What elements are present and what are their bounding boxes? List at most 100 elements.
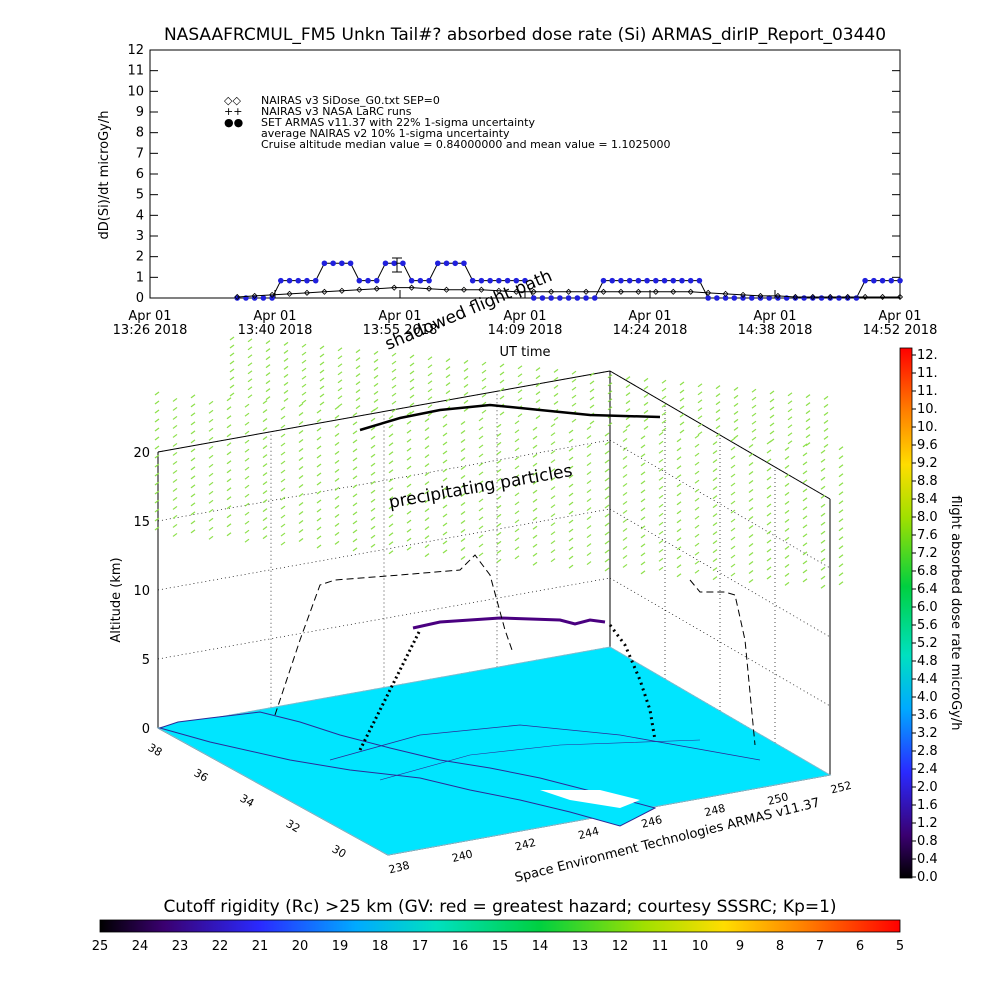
particle-mark xyxy=(265,356,271,361)
top-y-tick-label: 8 xyxy=(136,126,144,141)
particle-mark xyxy=(784,581,790,586)
particle-mark xyxy=(658,512,664,517)
particle-mark xyxy=(481,377,487,382)
particle-mark xyxy=(172,496,178,501)
particle-mark xyxy=(625,408,631,413)
particle-mark xyxy=(715,417,721,422)
particle-mark xyxy=(172,424,178,429)
bottom-colorbar-tick-label: 10 xyxy=(692,939,709,954)
series-line xyxy=(237,262,900,299)
particle-mark xyxy=(262,508,268,513)
nairas-point xyxy=(234,293,241,301)
legend-text: SET ARMAS v11.37 with 22% 1-sigma uncert… xyxy=(261,116,535,129)
particle-mark xyxy=(694,452,700,457)
particle-mark xyxy=(478,507,484,512)
armas-point xyxy=(487,277,493,284)
particle-mark xyxy=(226,406,232,411)
armas-point xyxy=(469,277,476,284)
particle-mark xyxy=(298,484,304,488)
armas-point xyxy=(417,277,424,284)
particle-mark xyxy=(460,457,466,461)
particle-mark xyxy=(316,436,322,441)
particle-mark xyxy=(661,403,667,408)
particle-mark xyxy=(334,522,340,527)
particle-mark xyxy=(352,412,358,417)
longitude-tick-label: 250 xyxy=(766,790,790,808)
bottom-colorbar-tick-label: 6 xyxy=(856,939,864,954)
particle-mark xyxy=(751,404,757,409)
particle-mark xyxy=(301,391,307,396)
particle-mark xyxy=(694,434,700,439)
particle-mark xyxy=(748,480,754,484)
particle-mark xyxy=(337,379,343,384)
particle-mark xyxy=(319,377,325,382)
particle-mark xyxy=(334,432,340,437)
particle-mark xyxy=(280,433,286,438)
right-colorbar-tick-label: 11. xyxy=(917,384,938,399)
particle-mark xyxy=(406,465,412,470)
particle-mark xyxy=(190,430,196,435)
particle-mark xyxy=(226,505,232,510)
particle-mark xyxy=(661,419,667,424)
particle-mark xyxy=(550,477,556,482)
particle-mark xyxy=(514,555,520,560)
latitude-tick-label: 30 xyxy=(330,843,349,861)
particle-mark xyxy=(676,483,682,488)
legend-text: average NAIRAS v2 10% 1-sigma uncertaint… xyxy=(261,127,510,140)
particle-mark xyxy=(154,391,160,396)
particle-mark xyxy=(604,549,610,554)
armas-point xyxy=(504,277,511,284)
longitude-tick-label: 246 xyxy=(640,813,664,831)
armas-point xyxy=(879,277,886,284)
particle-mark xyxy=(265,396,271,401)
particle-mark xyxy=(676,456,682,461)
particle-mark xyxy=(784,518,790,523)
particle-mark xyxy=(463,407,469,412)
particle-mark xyxy=(388,469,394,474)
particle-mark xyxy=(802,479,808,484)
particle-mark xyxy=(622,536,628,541)
nairas-point xyxy=(827,293,834,301)
particle-mark xyxy=(355,357,361,362)
particle-mark xyxy=(280,514,286,519)
particle-mark xyxy=(748,471,754,475)
particle-mark xyxy=(172,514,178,519)
particle-mark xyxy=(499,411,505,416)
altitude-tick-label: 20 xyxy=(133,446,150,461)
particle-mark xyxy=(316,454,322,459)
particle-mark xyxy=(298,475,304,479)
particle-mark xyxy=(391,376,397,381)
armas-point xyxy=(722,295,729,301)
particle-mark xyxy=(172,460,178,465)
altitude-tick-label: 10 xyxy=(133,584,150,599)
particle-mark xyxy=(586,462,592,467)
particle-mark xyxy=(298,439,304,443)
particle-mark xyxy=(514,483,520,488)
particle-mark xyxy=(352,457,358,462)
particle-mark xyxy=(499,363,505,368)
particle-mark xyxy=(316,526,322,531)
top-x-tick-label-2: 14:09 2018 xyxy=(488,323,563,338)
particle-mark xyxy=(838,527,844,532)
armas-point xyxy=(356,277,363,284)
right-colorbar-tick-label: 4.8 xyxy=(917,654,938,669)
particle-mark xyxy=(694,497,700,502)
particle-mark xyxy=(838,563,844,568)
particle-mark xyxy=(712,540,718,545)
particle-mark xyxy=(658,566,664,571)
particle-mark xyxy=(460,484,466,488)
particle-mark xyxy=(478,525,484,530)
particle-mark xyxy=(280,541,286,546)
particle-mark xyxy=(586,507,592,512)
bottom-colorbar-label: Cutoff rigidity (Rc) >25 km (GV: red = g… xyxy=(163,897,836,917)
particle-mark xyxy=(445,374,451,379)
particle-mark xyxy=(550,504,556,509)
particle-mark xyxy=(208,463,214,468)
particle-mark xyxy=(589,420,595,425)
particle-mark xyxy=(751,428,757,433)
particle-mark xyxy=(226,496,232,501)
particle-mark xyxy=(478,534,484,539)
particle-mark xyxy=(787,440,793,445)
particle-mark xyxy=(694,461,700,466)
armas-point xyxy=(304,277,310,284)
